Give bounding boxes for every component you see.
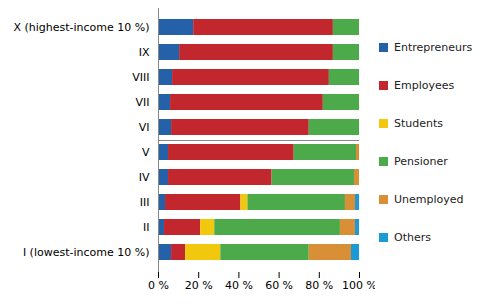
html-text:Others: Others — [394, 230, 431, 244]
html-text:Students: Students — [394, 116, 443, 130]
svg-text:VII: VII — [135, 96, 149, 109]
svg-text:IX: IX — [139, 46, 150, 59]
svg-text:40 %: 40 % — [225, 279, 253, 292]
html-text:Pensioner: Pensioner — [394, 154, 448, 168]
svg-text:I (lowest-income 10 %): I (lowest-income 10 %) — [23, 246, 150, 259]
html-text:Entrepreneurs: Entrepreneurs — [394, 40, 473, 54]
svg-text:20 %: 20 % — [185, 279, 213, 292]
svg-text:VI: VI — [139, 121, 150, 134]
html-text:Unemployed: Unemployed — [394, 192, 464, 206]
svg-text:II: II — [143, 221, 150, 234]
svg-text:0 %: 0 % — [148, 279, 169, 292]
svg-text:80 %: 80 % — [305, 279, 333, 292]
svg-text:60 %: 60 % — [265, 279, 293, 292]
svg-text:100 %: 100 % — [342, 279, 375, 292]
html-text:Employees: Employees — [394, 78, 455, 92]
svg-text:III: III — [140, 196, 150, 209]
svg-text:V: V — [142, 146, 150, 159]
svg-text:X (highest-income 10 %): X (highest-income 10 %) — [13, 21, 149, 34]
svg-text:VIII: VIII — [132, 71, 149, 84]
svg-text:IV: IV — [139, 171, 150, 184]
